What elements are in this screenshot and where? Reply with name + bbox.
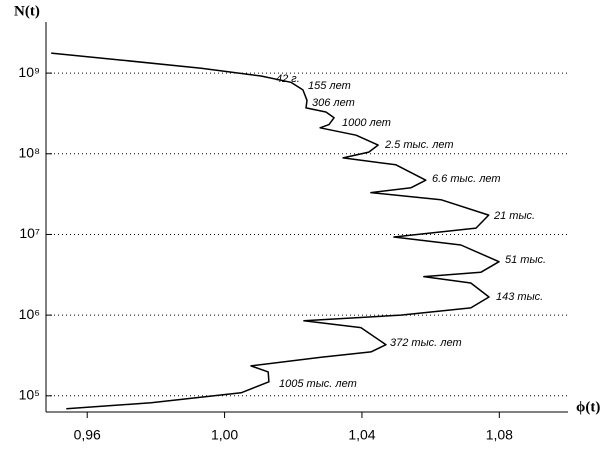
annotation: 1000 лет xyxy=(342,117,391,129)
annotation: 42 г. xyxy=(276,73,300,85)
annotation: 21 тыс. xyxy=(493,210,535,222)
annotation: 155 лет xyxy=(308,80,351,92)
annotation: 372 тыс. лет xyxy=(390,337,462,349)
y-tick-label: 10⁵ xyxy=(19,387,40,403)
x-axis-label: ϕ(t) xyxy=(576,399,600,415)
annotation: 51 тыс. xyxy=(505,254,546,266)
y-axis-label: N(t) xyxy=(14,3,40,19)
x-tick-label: 1,00 xyxy=(211,427,238,443)
annotation: 6.6 тыс. лет xyxy=(432,173,501,185)
x-tick-label: 1,04 xyxy=(348,427,375,443)
annotation: 2.5 тыс. лет xyxy=(384,139,454,151)
annotation: 1005 тыс. лет xyxy=(279,378,357,390)
curve xyxy=(51,52,500,410)
annotation: 143 тыс. xyxy=(496,291,543,303)
y-tick-label: 10⁸ xyxy=(19,144,41,160)
y-tick-label: 10⁷ xyxy=(19,225,40,241)
x-tick-label: 0,96 xyxy=(74,427,101,443)
y-tick-label: 10⁶ xyxy=(19,306,40,322)
annotation: 306 лет xyxy=(312,97,355,109)
y-tick-label: 10⁹ xyxy=(18,64,40,80)
x-tick-label: 1,08 xyxy=(486,427,513,443)
